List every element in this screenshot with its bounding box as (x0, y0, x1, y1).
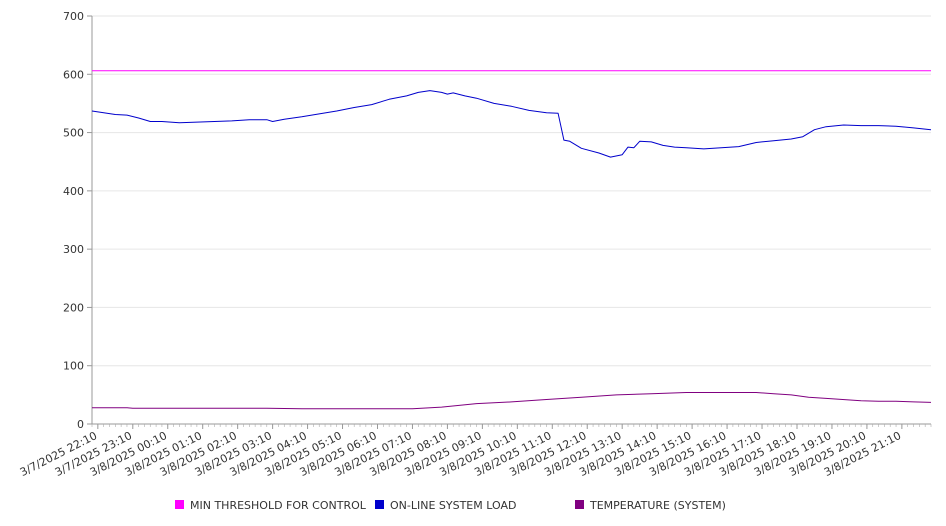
legend-swatch (375, 500, 384, 509)
legend-swatch (575, 500, 584, 509)
y-tick-label: 300 (63, 243, 84, 256)
y-tick-label: 500 (63, 127, 84, 140)
series-line-2 (92, 392, 932, 410)
y-tick-label: 600 (63, 68, 84, 81)
y-tick-label: 700 (63, 10, 84, 23)
legend: MIN THRESHOLD FOR CONTROL ON-LINE SYSTEM … (175, 499, 726, 512)
y-tick-label: 200 (63, 301, 84, 314)
y-tick-labels: 0 100 200 300 400 500 600 700 (63, 10, 84, 431)
legend-swatch (175, 500, 184, 509)
y-tick-label: 0 (77, 418, 84, 431)
series-lines (91, 70, 932, 410)
series-line-1 (91, 90, 932, 158)
legend-label: ON-LINE SYSTEM LOAD (390, 499, 516, 512)
axes (91, 16, 931, 425)
legend-label: MIN THRESHOLD FOR CONTROL (190, 499, 367, 512)
y-tick-label: 400 (63, 185, 84, 198)
y-tick-label: 100 (63, 360, 84, 373)
legend-label: TEMPERATURE (SYSTEM) (589, 499, 726, 512)
grid-lines (87, 15, 931, 425)
x-tick-labels: 3/7/2025 22:103/7/2025 23:103/8/2025 00:… (18, 424, 932, 479)
